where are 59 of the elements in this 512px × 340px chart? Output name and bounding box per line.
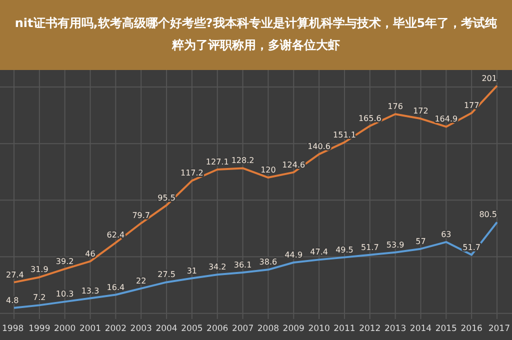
- x-tick-label: 2001: [79, 324, 102, 334]
- data-label: 31: [186, 266, 198, 276]
- data-label: 127.1: [206, 157, 229, 166]
- x-tick-label: 2007: [232, 324, 254, 334]
- x-tick-label: 2004: [156, 324, 178, 334]
- x-tick-label: 2002: [104, 324, 127, 334]
- x-tick-label: 2008: [257, 324, 280, 334]
- data-label: 46: [85, 249, 96, 258]
- data-label: 34.2: [208, 262, 226, 272]
- x-tick-label: 2017: [488, 324, 510, 334]
- data-label: 27.5: [158, 270, 176, 280]
- data-label: 49.5: [336, 245, 354, 254]
- data-label: 151.1: [333, 130, 356, 140]
- x-tick-label: 2014: [410, 324, 432, 334]
- x-tick-label: 2010: [308, 324, 330, 334]
- x-tick-label: 2012: [359, 324, 381, 334]
- data-label: 27.4: [6, 270, 24, 280]
- x-tick-label: 2005: [181, 324, 203, 334]
- x-tick-label: 2013: [384, 324, 406, 334]
- data-label: 176: [388, 102, 403, 112]
- x-tick-label: 2016: [460, 324, 482, 334]
- chart-title: nit证书有用吗,软考高级哪个好考些?我本科专业是计算机科学与技术，毕业5年了，考试纯粹为了评职称用，多谢各位大虾: [0, 0, 512, 70]
- data-label: 31.9: [30, 265, 48, 274]
- data-label: 22: [136, 276, 146, 286]
- data-label: 4.8: [6, 296, 19, 305]
- data-label: 7.2: [33, 293, 46, 302]
- x-tick-label: 2000: [54, 324, 76, 334]
- data-label: 38.6: [259, 258, 278, 267]
- data-label: 120: [260, 166, 276, 175]
- data-label: 165.6: [358, 114, 382, 123]
- data-label: 140.6: [308, 142, 331, 152]
- data-label: 177: [464, 101, 480, 110]
- data-label: 47.4: [310, 248, 328, 257]
- data-label: 117.2: [180, 168, 204, 178]
- data-label: 63: [441, 230, 452, 240]
- data-label: 16.4: [106, 282, 125, 292]
- data-label: 57: [416, 236, 426, 246]
- data-label: 44.9: [284, 250, 303, 260]
- x-tick-label: 1998: [2, 324, 24, 334]
- data-label: 10.3: [56, 290, 74, 299]
- data-label: 53.9: [386, 240, 404, 250]
- data-label: 51.7: [360, 242, 379, 252]
- data-label: 36.1: [234, 260, 252, 270]
- data-label: 172: [413, 106, 428, 116]
- data-label: 62.4: [106, 230, 125, 240]
- x-tick-label: 2009: [282, 324, 304, 334]
- x-tick-label: 2015: [435, 324, 457, 334]
- data-label: 79.7: [132, 211, 150, 220]
- data-label: 128.2: [231, 156, 254, 166]
- x-tick-label: 2003: [130, 324, 152, 334]
- x-tick-label: 2011: [334, 324, 356, 334]
- data-label: 39.2: [56, 256, 74, 266]
- data-label: 13.3: [81, 286, 100, 296]
- data-label: 201: [482, 74, 497, 83]
- data-label: 164.9: [434, 114, 458, 124]
- x-tick-label: 2006: [206, 324, 228, 334]
- data-label: 124.6: [282, 160, 306, 170]
- data-label: 80.5: [479, 210, 497, 220]
- x-tick-label: 1999: [28, 324, 50, 334]
